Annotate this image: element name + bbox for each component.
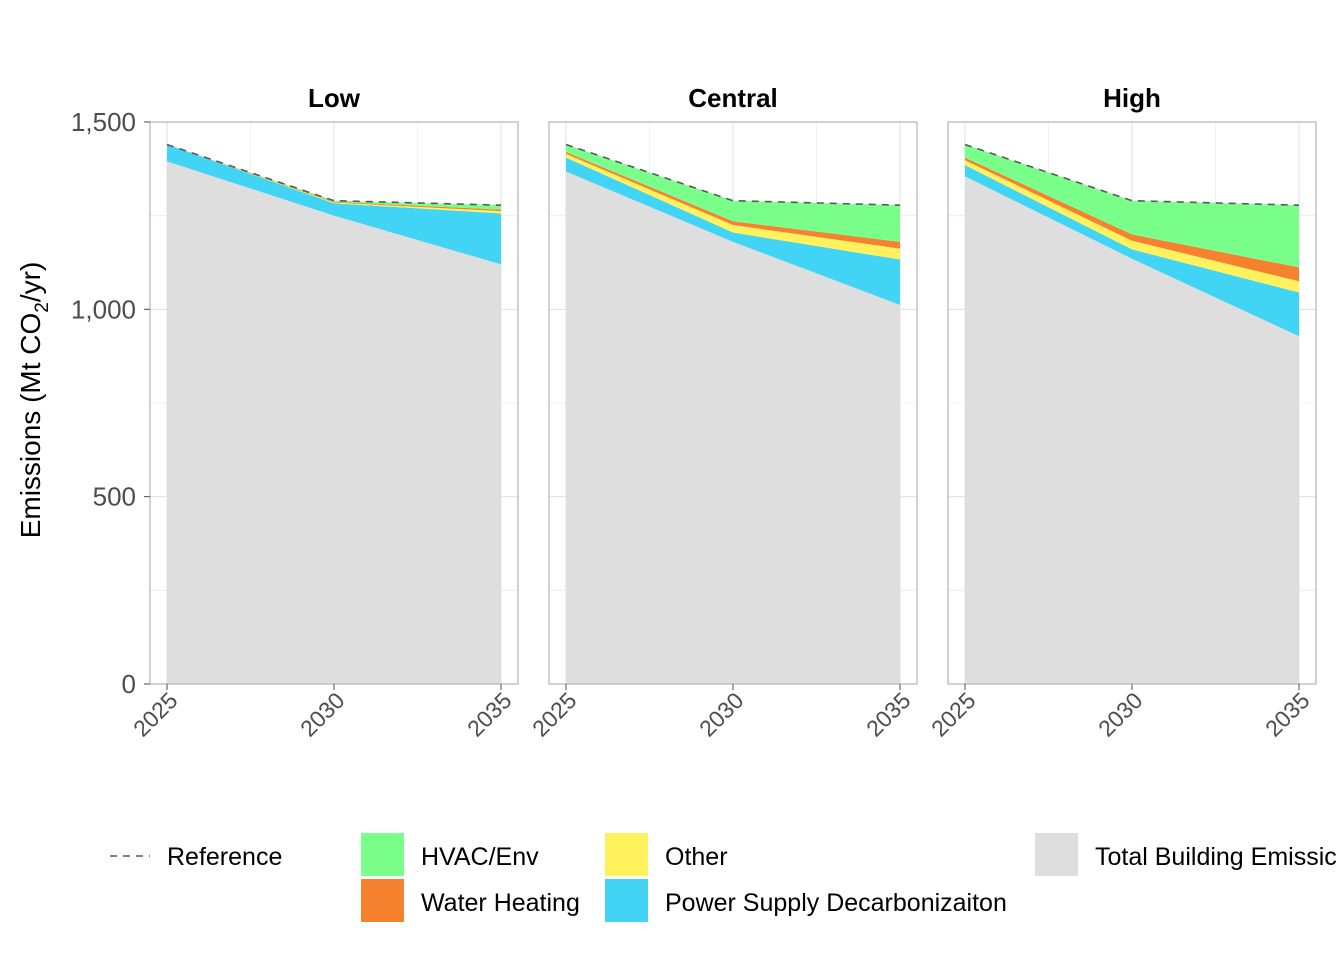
reference-line-central <box>565 143 901 206</box>
area-water-central <box>566 151 900 249</box>
legend-label-hvac: HVAC/Env <box>421 843 539 871</box>
area-power-low <box>167 144 501 265</box>
legend-key-total <box>1035 833 1078 876</box>
facet-title-central: Central <box>688 83 778 113</box>
area-power-high <box>965 165 1299 337</box>
y-tick-label: 1,000 <box>71 294 136 324</box>
facet-low: Low 2025 2030 2035 <box>128 83 519 742</box>
area-total-central <box>566 171 900 684</box>
facet-title-high: High <box>1103 83 1161 113</box>
legend-label-reference: Reference <box>167 843 282 871</box>
y-tick-label: 1,500 <box>71 107 136 137</box>
y-tick-label: 500 <box>93 482 136 512</box>
x-tick-label: 2035 <box>1260 687 1315 742</box>
legend-key-water <box>361 879 404 922</box>
area-total-high <box>965 176 1299 684</box>
legend-label-other: Other <box>665 843 728 871</box>
x-tick-label: 2035 <box>861 687 916 742</box>
legend-key-hvac <box>361 833 404 876</box>
area-hvac-central <box>566 144 900 242</box>
y-axis: 0 500 1,000 1,500 <box>71 107 150 699</box>
area-other-high <box>965 160 1299 293</box>
y-tick-label: 0 <box>122 669 136 699</box>
x-tick-label: 2030 <box>694 687 749 742</box>
x-tick-label: 2030 <box>1093 687 1148 742</box>
facet-central: Central 2025 2030 2035 <box>527 83 918 742</box>
reference-line-low <box>166 143 502 206</box>
area-hvac-high <box>965 144 1299 268</box>
x-tick-label: 2025 <box>128 687 183 742</box>
x-tick-label: 2030 <box>295 687 350 742</box>
legend-label-total: Total Building Emissic <box>1095 843 1337 871</box>
x-tick-label: 2035 <box>462 687 517 742</box>
area-water-high <box>965 157 1299 282</box>
area-other-central <box>566 153 900 260</box>
area-total-low <box>167 161 501 685</box>
y-axis-label: Emissions (Mt CO2/yr) <box>15 262 53 539</box>
area-power-central <box>566 157 900 305</box>
legend-label-power: Power Supply Decarbonizaiton <box>665 889 1007 917</box>
facet-high: High 2025 2030 2035 <box>926 83 1317 742</box>
legend-key-other <box>605 833 648 876</box>
legend: Reference HVAC/Env Water Heating Other P… <box>110 833 1337 922</box>
legend-label-water: Water Heating <box>421 889 580 917</box>
facet-panels: Low 2025 2030 2035 Central 2025 2030 2035 High 20… <box>128 83 1317 742</box>
facet-title-low: Low <box>308 83 361 113</box>
reference-line-high <box>964 143 1300 206</box>
legend-key-power <box>605 879 648 922</box>
x-tick-label: 2025 <box>926 687 981 742</box>
x-tick-label: 2025 <box>527 687 582 742</box>
